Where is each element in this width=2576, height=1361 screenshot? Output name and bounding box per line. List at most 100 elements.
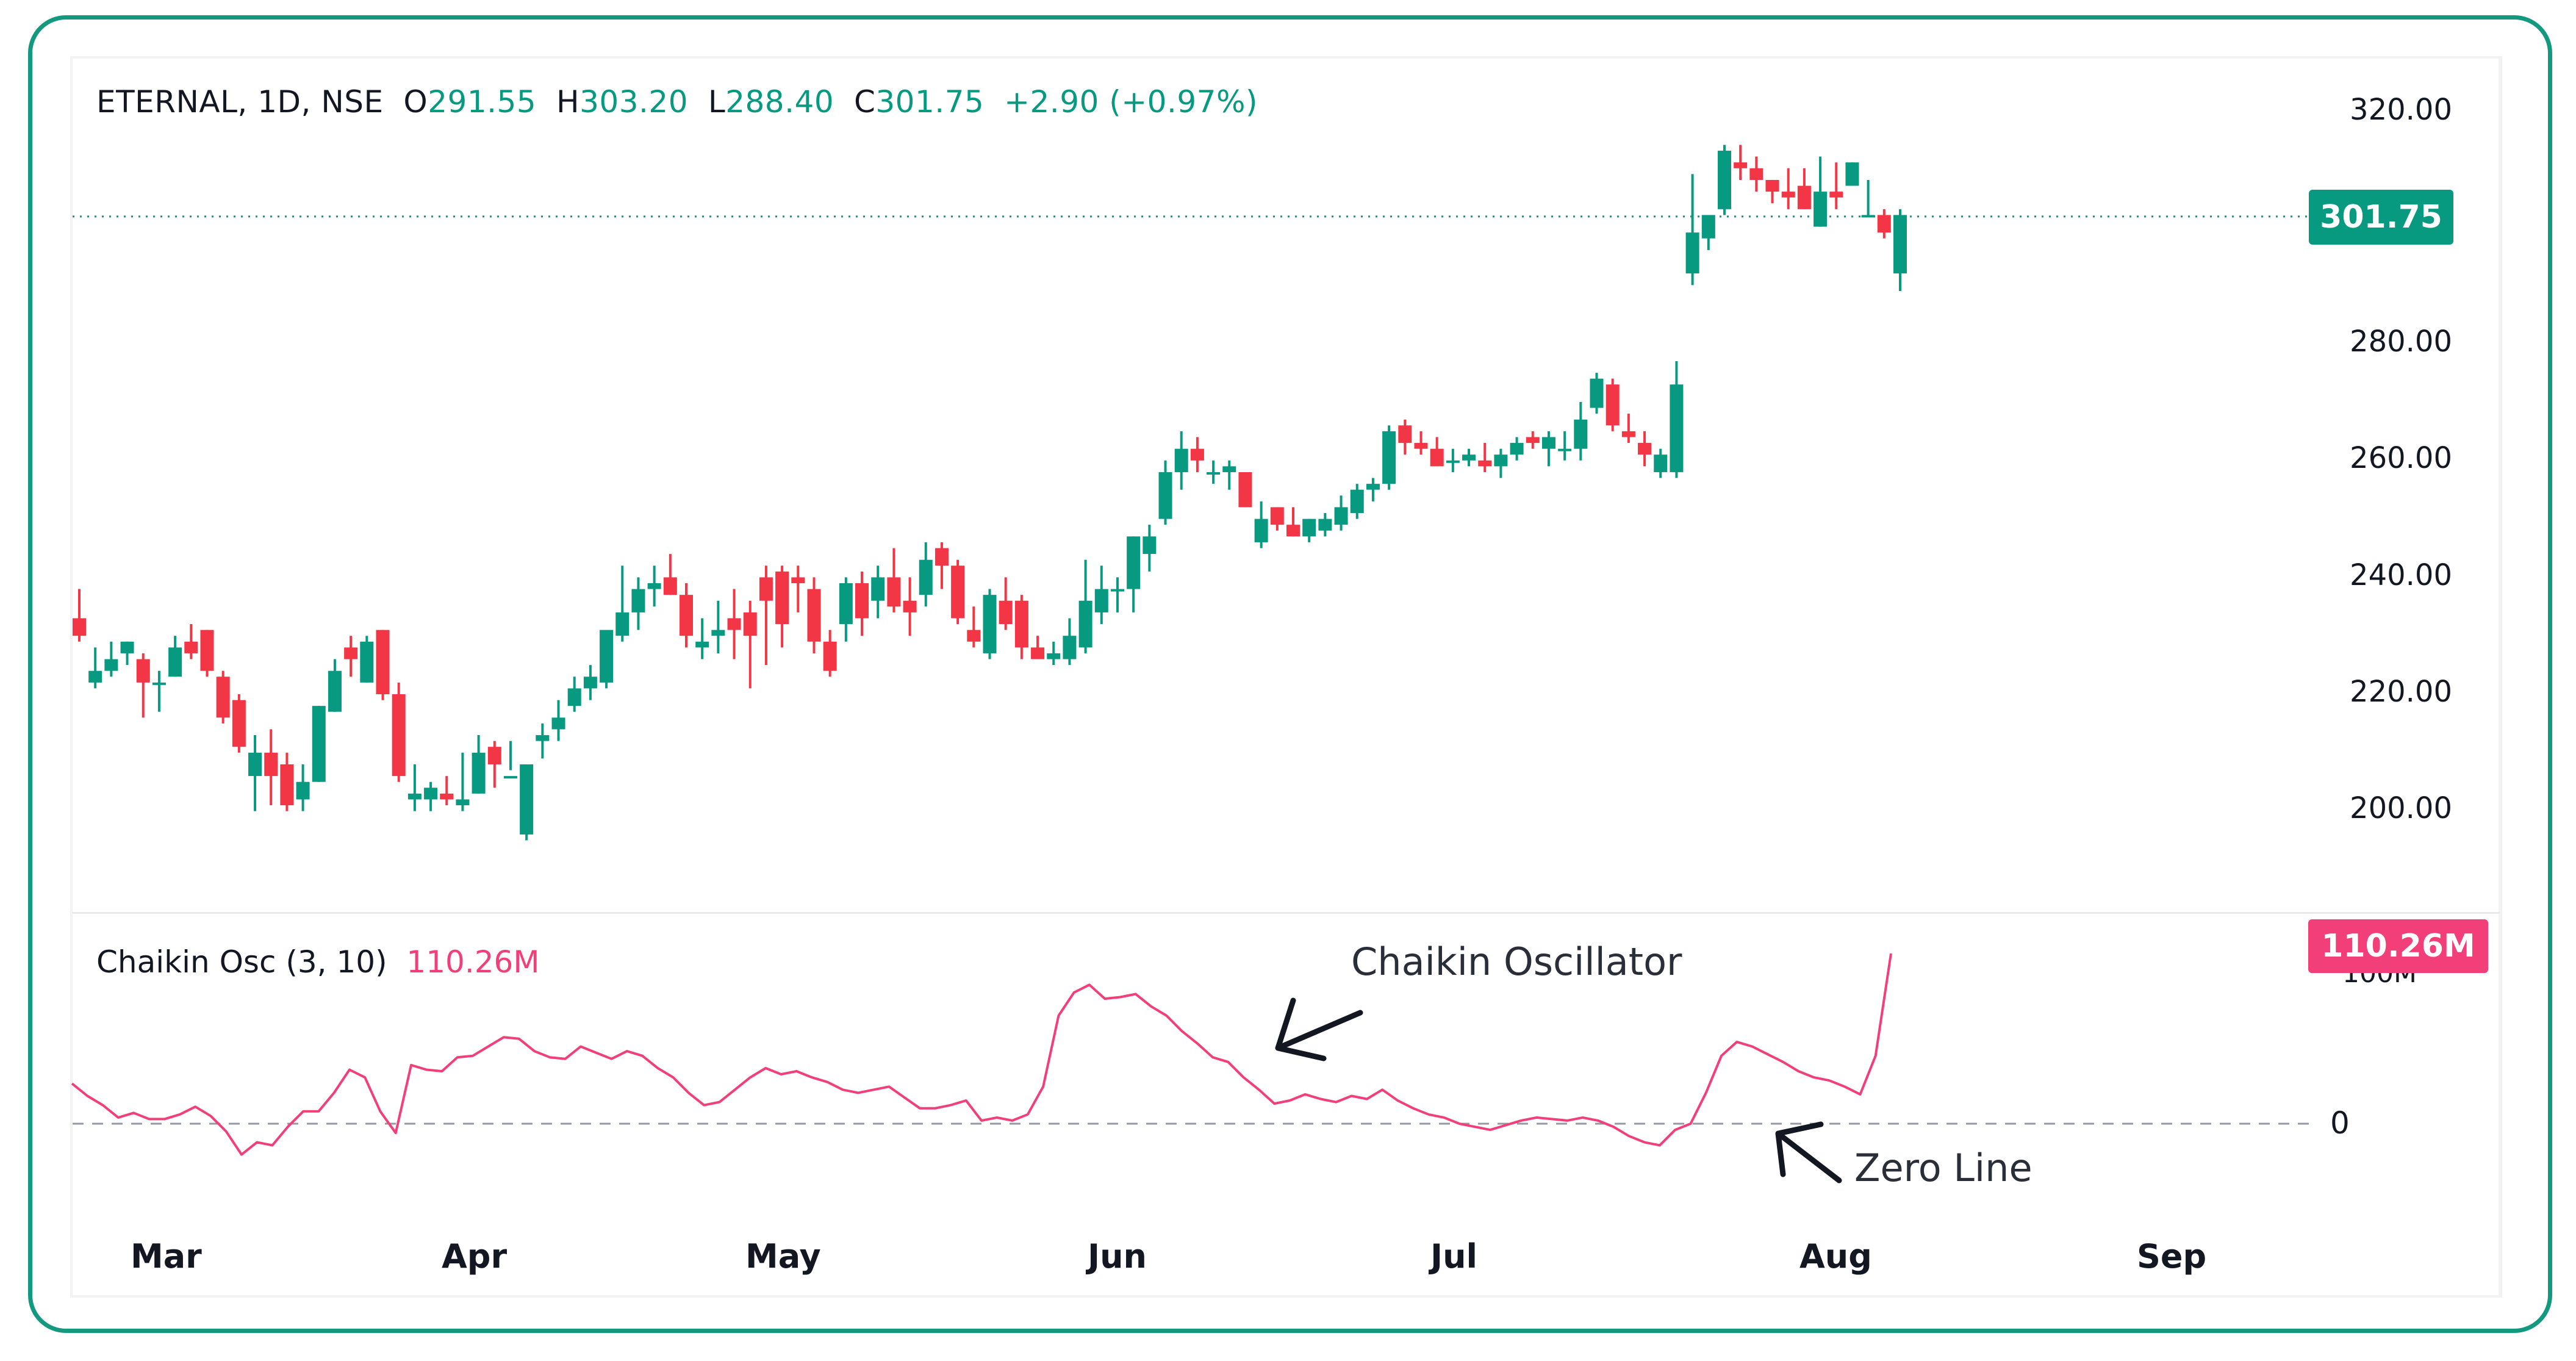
candle-body	[1222, 466, 1236, 472]
candle-body	[711, 630, 725, 636]
oscillator-value-tag: 110.26M	[2308, 919, 2488, 973]
candle-body	[855, 583, 869, 619]
candle-body	[1701, 215, 1715, 239]
candle-body	[600, 630, 614, 683]
month-tick: Jul	[1430, 1237, 1478, 1276]
low-label: L	[708, 84, 726, 120]
candle-body	[1254, 519, 1268, 542]
candle-body	[999, 600, 1013, 625]
candle-body	[456, 799, 470, 806]
oscillator-name[interactable]: Chaikin Osc (3, 10)	[96, 944, 387, 980]
candle-body	[1654, 454, 1668, 472]
candle-body	[1621, 431, 1635, 437]
candle-body	[280, 764, 294, 806]
candle-body	[1797, 185, 1811, 209]
pane-separator[interactable]	[73, 912, 2501, 914]
candle-body	[791, 577, 805, 583]
candle-body	[344, 647, 358, 659]
candle-body	[1606, 384, 1620, 426]
candle-body	[919, 559, 933, 595]
candle-body	[472, 752, 486, 794]
candle-body	[1127, 536, 1141, 589]
candle-body	[759, 577, 773, 601]
candle-body	[1031, 647, 1045, 659]
last-price-tag: 301.75	[2309, 190, 2453, 245]
candle-body	[1174, 448, 1188, 472]
candle-body	[1685, 232, 1699, 274]
candle-body	[1574, 419, 1588, 449]
candle-body	[376, 630, 390, 694]
month-tick: May	[745, 1237, 821, 1276]
right-edge-divider	[2500, 56, 2502, 1298]
candle-body	[1334, 507, 1348, 525]
candle-body	[503, 776, 517, 779]
candle-body	[935, 548, 949, 566]
candle-body	[1893, 215, 1907, 274]
candle-body	[1845, 162, 1859, 186]
candle-body	[1590, 378, 1604, 408]
candle-body	[216, 677, 230, 718]
candle-body	[1414, 443, 1428, 449]
candle-body	[200, 630, 214, 671]
candle-body	[1781, 192, 1795, 198]
candle-body	[743, 612, 757, 636]
candle-body	[680, 595, 693, 636]
close-value: 301.75	[875, 84, 985, 120]
symbol-title[interactable]: ETERNAL, 1D, NSE	[96, 84, 384, 120]
candle-body	[424, 788, 438, 800]
candle-body	[583, 677, 597, 689]
oscillator-zero-tick: 0	[2330, 1105, 2350, 1141]
close-label: C	[853, 84, 876, 120]
arrow-icon	[1775, 1121, 1842, 1183]
candle-body	[1094, 589, 1108, 612]
candle-body	[1877, 215, 1891, 233]
candle-body	[296, 781, 310, 800]
candle-body	[567, 688, 581, 706]
candle-body	[184, 641, 198, 653]
candle-body	[1398, 425, 1412, 443]
price-tick: 320.00	[2350, 93, 2452, 127]
candle-body	[1302, 519, 1316, 537]
candle-body	[1734, 162, 1748, 168]
candle-body	[248, 752, 262, 777]
candle-body	[1462, 454, 1476, 461]
price-tick: 240.00	[2350, 558, 2452, 592]
candle-body	[887, 577, 901, 607]
candle-body	[663, 577, 677, 595]
candle-body	[727, 618, 741, 630]
annotation-zero-line[interactable]: Zero Line	[1854, 1146, 2032, 1190]
candle-body	[1478, 460, 1492, 467]
chaikin-oscillator-line	[71, 953, 1892, 1156]
candle-body	[1238, 472, 1252, 508]
symbol-legend: ETERNAL, 1D, NSE O291.55 H303.20 L288.40…	[96, 84, 1258, 120]
candle-body	[1207, 472, 1221, 475]
candle-body	[1861, 215, 1875, 218]
candle-body	[1638, 443, 1652, 455]
candle-body	[1366, 484, 1380, 490]
candle-body	[1670, 384, 1684, 472]
candle-body	[647, 583, 661, 589]
month-tick: Jun	[1088, 1237, 1147, 1276]
candle-body	[520, 764, 534, 835]
candle-body	[631, 589, 645, 612]
low-value: 288.40	[725, 84, 834, 120]
candle-body	[1526, 437, 1540, 443]
candle-body	[136, 659, 150, 683]
candle-body	[1063, 636, 1077, 659]
candle-body	[536, 735, 550, 741]
candle-body	[88, 670, 102, 683]
candle-body	[1190, 448, 1204, 461]
candle-body	[1510, 443, 1524, 455]
candle-body	[264, 752, 278, 777]
annotation-chaikin-oscillator[interactable]: Chaikin Oscillator	[1351, 939, 1682, 984]
candle-body	[775, 571, 789, 625]
high-value: 303.20	[579, 84, 689, 120]
candle-body	[1350, 489, 1364, 514]
candle-body	[1110, 589, 1124, 592]
candle-body	[983, 595, 997, 653]
candle-body	[440, 793, 454, 800]
chart-panel[interactable]	[70, 56, 2501, 1298]
candle-body	[328, 670, 342, 712]
candle-body	[1446, 460, 1460, 463]
